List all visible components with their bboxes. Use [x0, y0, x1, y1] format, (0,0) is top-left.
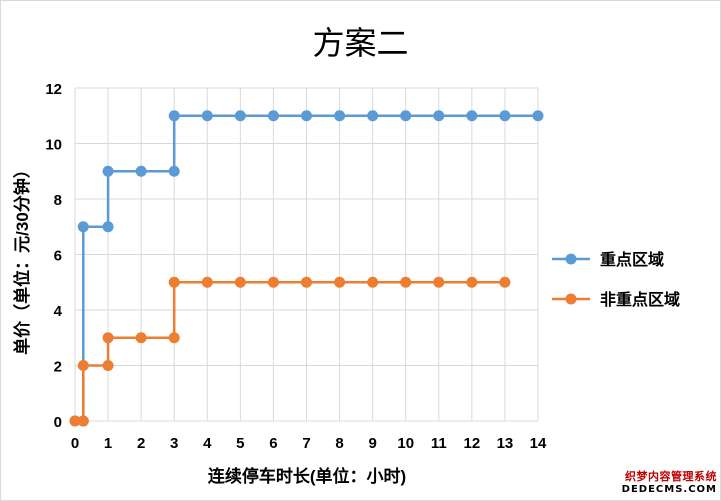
gridlines [74, 87, 539, 422]
data-point [201, 276, 213, 288]
watermark: 织梦内容管理系统 DEDECMS.COM [622, 468, 717, 495]
y-tick-label: 10 [45, 137, 62, 154]
legend-label: 重点区域 [600, 250, 664, 269]
data-point [334, 276, 346, 288]
data-point [367, 110, 379, 122]
y-tick-label: 12 [45, 81, 62, 98]
data-point [234, 110, 246, 122]
data-point [102, 165, 114, 177]
x-tick-label: 9 [368, 435, 376, 452]
data-point [301, 276, 312, 288]
y-tick-label: 2 [54, 359, 62, 376]
x-tick-label: 8 [335, 435, 343, 452]
x-tick-label: 14 [530, 435, 547, 452]
x-tick-label: 10 [397, 435, 414, 452]
legend-label: 非重点区域 [600, 290, 680, 309]
data-point [400, 276, 412, 288]
data-point [201, 110, 213, 122]
x-tick-label: 0 [71, 435, 79, 452]
data-point [135, 165, 147, 177]
data-point [168, 332, 180, 344]
legend-marker [565, 293, 577, 305]
y-tick-label: 4 [54, 303, 63, 320]
data-point [301, 110, 312, 122]
x-axis-label: 连续停车时长(单位：小时) [208, 466, 406, 486]
data-point [499, 110, 511, 122]
series-line [75, 281, 505, 423]
data-point [168, 276, 180, 288]
data-point [466, 110, 478, 122]
data-point [102, 332, 114, 344]
data-point [499, 276, 511, 288]
data-point [69, 415, 81, 427]
x-tick-label: 1 [104, 435, 112, 452]
data-point [102, 221, 114, 233]
data-point [532, 110, 544, 122]
data-point [466, 276, 478, 288]
data-point [77, 360, 89, 371]
series-layer [69, 110, 544, 427]
data-point [367, 276, 379, 288]
x-tick-label: 3 [170, 435, 178, 452]
y-tick-label: 0 [54, 414, 62, 431]
data-point [102, 360, 114, 371]
data-point [267, 110, 279, 122]
data-point [433, 276, 445, 288]
data-point [400, 110, 412, 122]
y-axis-label: 单价（单位：元/30分钟） [12, 161, 32, 355]
data-point [135, 332, 147, 344]
watermark-line2: DEDECMS.COM [621, 484, 717, 495]
y-tick-label: 6 [54, 248, 62, 265]
watermark-line1: 织梦内容管理系统 [625, 470, 717, 483]
x-tick-label: 11 [431, 435, 447, 452]
x-tick-label: 7 [302, 435, 310, 452]
data-point [77, 415, 89, 427]
legend-marker [565, 253, 577, 265]
y-tick-label: 8 [54, 192, 62, 209]
data-point [77, 221, 89, 233]
data-point [433, 110, 445, 122]
x-tick-label: 12 [464, 435, 481, 452]
x-tick-label: 6 [269, 435, 277, 452]
chart-title: 方案二 [312, 24, 409, 62]
data-point [334, 110, 346, 122]
data-point [234, 276, 246, 288]
data-point [267, 276, 279, 288]
x-tick-label: 13 [497, 435, 514, 452]
x-tick-label: 2 [137, 435, 145, 452]
data-point [168, 110, 180, 122]
x-tick-label: 5 [236, 435, 244, 452]
x-tick-label: 4 [203, 435, 212, 452]
data-point [168, 165, 180, 177]
